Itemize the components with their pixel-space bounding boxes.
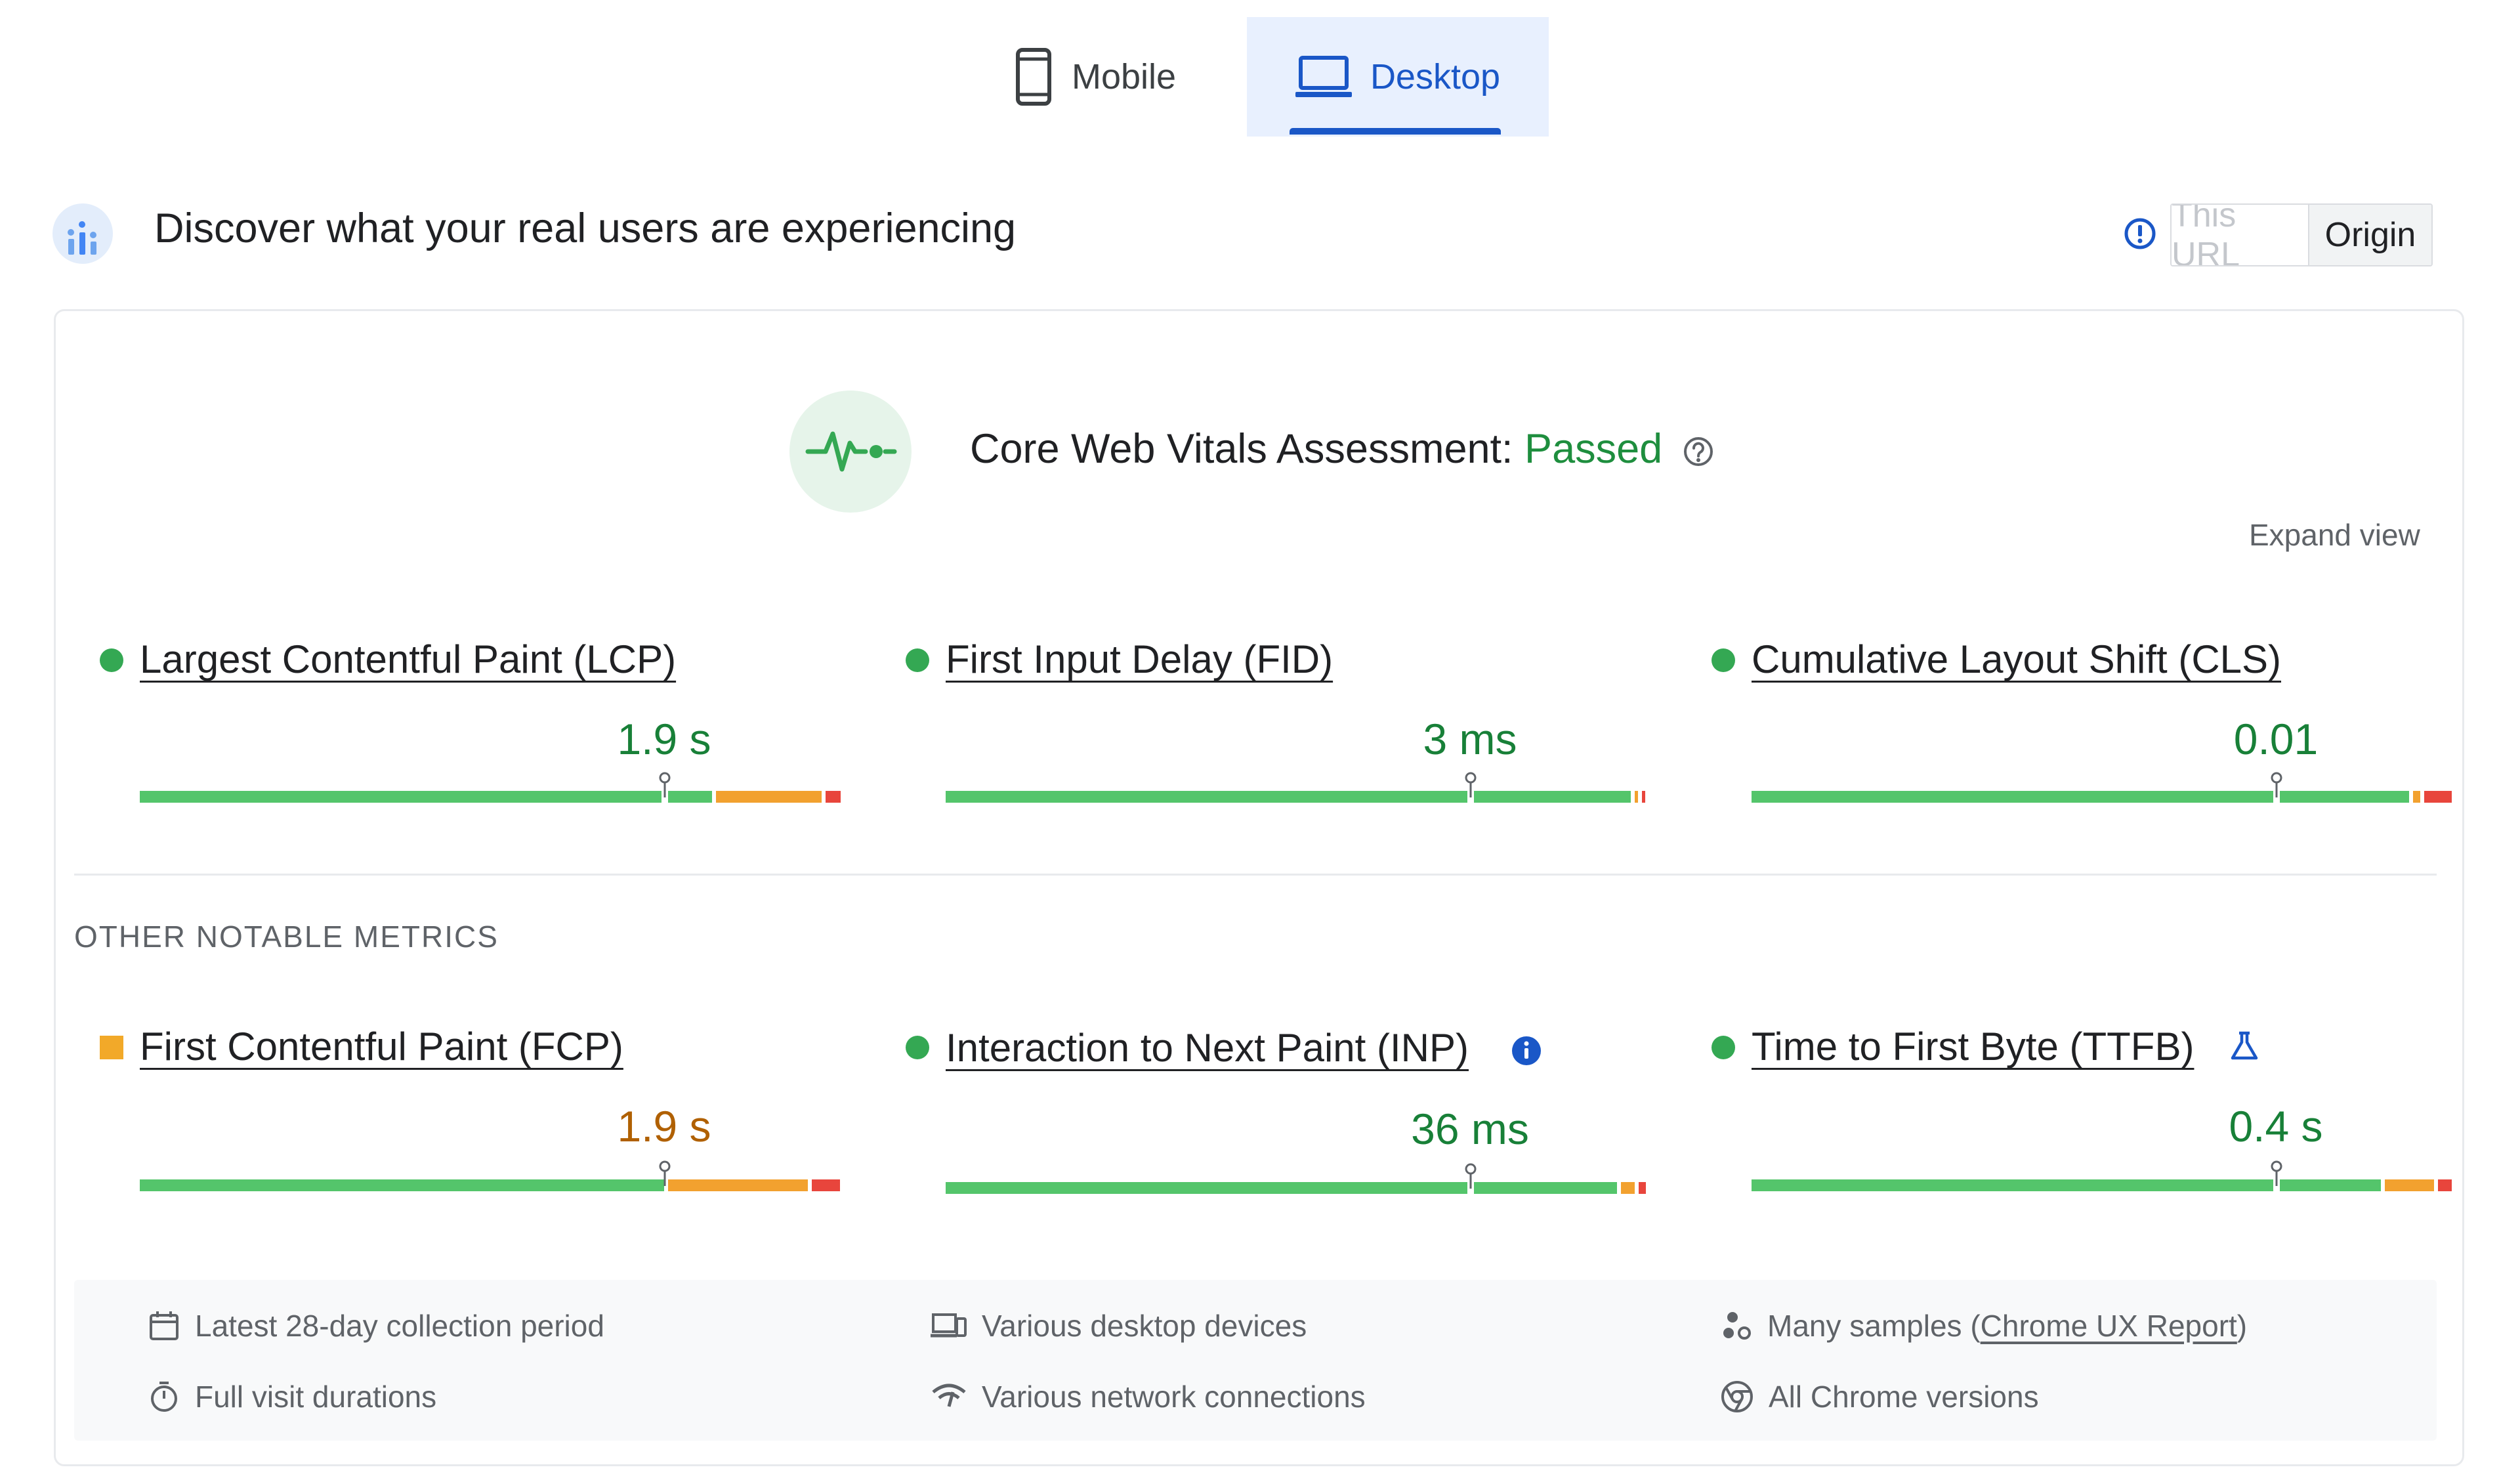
metric-lcp[interactable]: Largest Contentful Paint (LCP) [140, 637, 677, 681]
smartphone-icon [1016, 48, 1051, 106]
inp-value: 36 ms [1411, 1105, 1529, 1153]
help-icon[interactable] [1682, 435, 1715, 468]
p75-marker [659, 772, 671, 797]
collection-period-text: Latest 28-day collection period [195, 1309, 604, 1343]
bar-segment-poor [826, 791, 841, 803]
fid-status-dot [906, 648, 929, 672]
tab-desktop[interactable]: Desktop [1247, 17, 1549, 137]
samples-item: Many samples (Chrome UX Report) [1720, 1308, 2247, 1344]
data-source-info [74, 1280, 2437, 1441]
devices-text: Various desktop devices [982, 1309, 1307, 1343]
crux-logo-icon [52, 203, 113, 264]
cls-status-dot [1712, 648, 1735, 672]
bar-segment-needs-improvement [668, 1179, 808, 1191]
collection-period-item: Latest 28-day collection period [148, 1308, 604, 1344]
info-icon[interactable] [1511, 1035, 1542, 1067]
chrome-versions-text: All Chrome versions [1769, 1380, 2039, 1414]
bar-segment-good [668, 791, 712, 803]
laptop-icon [1295, 56, 1352, 97]
timer-icon [151, 1382, 177, 1412]
devices-item: Various desktop devices [931, 1308, 1307, 1344]
tab-mobile-label: Mobile [1072, 57, 1177, 96]
cls-distribution-bar [1752, 772, 2452, 803]
samples-prefix: Many samples ( [1767, 1309, 1981, 1343]
bar-segment-good [1474, 791, 1631, 803]
network-icon [932, 1384, 966, 1407]
fcp-value: 1.9 s [617, 1102, 711, 1151]
bar-segment-needs-improvement [2385, 1179, 2434, 1191]
devices-icon [931, 1313, 967, 1338]
bar-segment-good [1752, 1179, 2273, 1191]
bar-segment-poor [1639, 1182, 1646, 1194]
chrome-ux-report-link[interactable]: Chrome UX Report [1980, 1309, 2237, 1343]
bar-segment-good [1752, 791, 2273, 803]
ttfb-distribution-bar [1752, 1160, 2452, 1191]
metric-fcp[interactable]: First Contentful Paint (FCP) [140, 1025, 623, 1069]
bar-segment-needs-improvement [1635, 791, 1638, 803]
samples-suffix: ) [2236, 1309, 2248, 1343]
metric-fid[interactable]: First Input Delay (FID) [946, 637, 1334, 681]
p75-marker [1465, 772, 1477, 797]
assessment-status: Passed [1524, 426, 1663, 472]
bar-segment-good [946, 791, 1467, 803]
metric-cls[interactable]: Cumulative Layout Shift (CLS) [1752, 637, 2282, 681]
bar-segment-poor [1642, 791, 1645, 803]
info-outline-icon[interactable] [2123, 217, 2157, 251]
expand-view-link[interactable]: Expand view [2249, 518, 2420, 552]
assessment-label: Core Web Vitals Assessment: [970, 426, 1513, 472]
ttfb-status-dot [1712, 1036, 1735, 1059]
bar-segment-needs-improvement [716, 791, 822, 803]
field-data-card [54, 309, 2464, 1466]
bar-segment-good [140, 791, 662, 803]
bar-segment-good [2280, 1179, 2381, 1191]
p75-marker [659, 1160, 671, 1186]
network-item: Various network connections [931, 1379, 1366, 1414]
fid-value: 3 ms [1423, 715, 1517, 763]
bar-segment-good [140, 1179, 664, 1191]
chrome-icon [1721, 1381, 1753, 1412]
cls-value: 0.01 [2233, 715, 2319, 763]
toggle-origin[interactable]: Origin [2309, 205, 2431, 265]
bar-segment-needs-improvement [1621, 1182, 1635, 1194]
lcp-status-dot [100, 648, 123, 672]
url-origin-toggle[interactable]: This URL Origin [2170, 203, 2433, 266]
visit-durations-item: Full visit durations [148, 1379, 436, 1414]
flask-icon [2231, 1031, 2258, 1060]
lcp-distribution-bar [140, 772, 841, 803]
assessment-title: Core Web Vitals Assessment: Passed [970, 425, 1662, 473]
bar-segment-good [2280, 791, 2409, 803]
ttfb-value: 0.4 s [2229, 1102, 2323, 1151]
bar-segment-poor [2424, 791, 2452, 803]
bar-segment-needs-improvement [2413, 791, 2420, 803]
vitals-pulse-icon [789, 391, 912, 513]
visit-durations-text: Full visit durations [195, 1380, 437, 1414]
p75-marker [2271, 772, 2282, 797]
page-title: Discover what your real users are experi… [154, 205, 1017, 251]
toggle-this-url[interactable]: This URL [2172, 205, 2309, 265]
tab-desktop-label: Desktop [1370, 57, 1501, 96]
tab-mobile[interactable]: Mobile [1014, 17, 1230, 137]
active-tab-indicator [1290, 128, 1501, 135]
inp-status-dot [906, 1036, 929, 1059]
network-text: Various network connections [982, 1380, 1366, 1414]
metric-inp[interactable]: Interaction to Next Paint (INP) [946, 1026, 1469, 1070]
other-metrics-heading: OTHER NOTABLE METRICS [74, 920, 499, 954]
samples-icon [1723, 1312, 1751, 1340]
chrome-versions-item: All Chrome versions [1720, 1379, 2039, 1414]
section-divider [74, 874, 2437, 876]
bar-segment-good [1474, 1182, 1617, 1194]
bar-segment-poor [2438, 1179, 2452, 1191]
lcp-value: 1.9 s [617, 715, 711, 763]
metric-ttfb[interactable]: Time to First Byte (TTFB) [1752, 1025, 2194, 1069]
p75-marker [1465, 1163, 1477, 1189]
fcp-distribution-bar [140, 1160, 840, 1191]
bar-segment-poor [812, 1179, 840, 1191]
fcp-status-square [100, 1036, 123, 1059]
calendar-icon [150, 1311, 178, 1340]
bar-segment-good [946, 1182, 1467, 1194]
fid-distribution-bar [946, 772, 1646, 803]
inp-distribution-bar [946, 1163, 1646, 1194]
p75-marker [2271, 1160, 2282, 1186]
